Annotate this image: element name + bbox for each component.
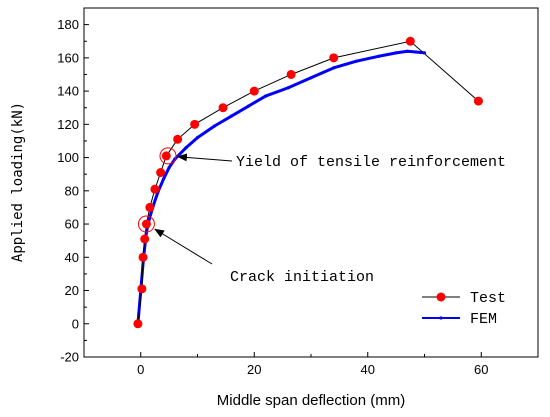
y-tick-label: 120: [57, 117, 79, 132]
test-point: [218, 103, 228, 113]
legend: Test FEM: [422, 290, 506, 328]
yield-highlight-circle: [159, 147, 177, 165]
x-tick-label: 20: [247, 362, 261, 377]
test-point: [173, 134, 183, 144]
y-tick-label: 20: [65, 283, 79, 298]
fem-point: [332, 66, 336, 70]
y-tick-label: 100: [57, 150, 79, 165]
test-point: [150, 184, 160, 194]
test-point: [156, 168, 166, 178]
test-point: [329, 53, 339, 63]
fem-point: [264, 94, 268, 98]
fem-point: [414, 50, 418, 54]
fem-point: [229, 114, 234, 118]
test-point: [473, 96, 483, 106]
fem-point: [184, 146, 188, 150]
fem-point: [405, 49, 410, 53]
x-axis-ticks: 0 20 40 60: [83, 352, 539, 377]
test-point: [140, 234, 150, 244]
y-axis-title: Applied loading(kN): [10, 102, 26, 262]
fem-point: [212, 124, 217, 128]
test-point: [249, 86, 259, 96]
legend-test-label: Test: [470, 290, 506, 307]
legend-test-marker: [436, 292, 446, 302]
test-point: [137, 284, 147, 294]
crack-annotation-text: Crack initiation: [230, 269, 374, 286]
series-markers: [133, 36, 483, 329]
test-point: [190, 119, 200, 129]
y-tick-label: 160: [57, 50, 79, 65]
annotations: Yield of tensile reinforcement Crack ini…: [137, 147, 506, 286]
legend-fem-label: FEM: [470, 311, 497, 328]
test-point: [286, 69, 296, 79]
test-point: [145, 202, 155, 212]
test-point: [138, 252, 148, 262]
y-tick-label: 140: [57, 84, 79, 99]
y-tick-label: 0: [72, 316, 79, 331]
fem-point: [354, 59, 358, 63]
fem-point: [147, 217, 151, 221]
fem-point: [377, 54, 381, 58]
yield-annotation-text: Yield of tensile reinforcement: [236, 154, 506, 171]
y-tick-label: 180: [57, 17, 79, 32]
fem-point: [246, 104, 251, 108]
fem-point: [286, 86, 290, 90]
y-tick-label: 40: [65, 250, 79, 265]
fem-point: [422, 51, 427, 55]
y-axis-ticks: -20 0 20 40 60 80 100 120 140 160 180: [57, 17, 89, 365]
fem-point: [195, 136, 200, 140]
test-point: [161, 151, 171, 161]
y-tick-label: 60: [65, 217, 79, 232]
x-axis-title: Middle span deflection (mm): [217, 392, 405, 409]
x-tick-label: 60: [474, 362, 488, 377]
test-point: [405, 36, 415, 46]
crack-arrow: [154, 228, 213, 265]
fem-point: [394, 51, 398, 55]
fem-point: [161, 177, 166, 181]
crack-highlight-circle: [137, 215, 155, 233]
test-point: [133, 319, 143, 329]
y-tick-label: -20: [60, 350, 79, 365]
test-point: [141, 219, 151, 229]
fem-point: [167, 165, 171, 170]
yield-arrow: [176, 153, 233, 162]
legend-fem-marker: [439, 316, 443, 320]
x-tick-label: 40: [361, 362, 375, 377]
y-tick-label: 80: [65, 183, 79, 198]
fem-point: [309, 76, 313, 80]
x-tick-label: 0: [137, 362, 144, 377]
